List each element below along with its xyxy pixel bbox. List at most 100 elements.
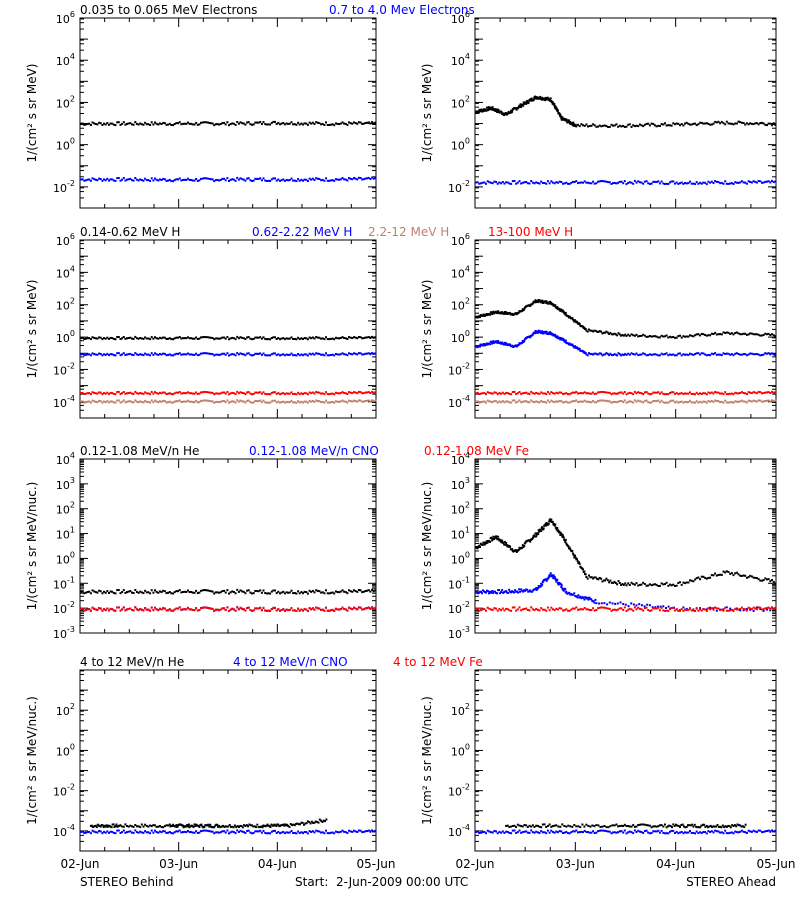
data-point	[529, 589, 532, 592]
data-point	[209, 352, 212, 355]
data-point	[597, 125, 600, 128]
data-point	[643, 353, 646, 356]
data-point	[588, 125, 591, 127]
data-point	[640, 181, 643, 184]
data-point	[198, 179, 201, 182]
data-point	[149, 592, 152, 595]
data-point	[643, 391, 646, 394]
data-point	[203, 336, 206, 338]
data-point	[730, 572, 733, 575]
data-point	[283, 393, 286, 396]
data-point	[142, 825, 145, 828]
data-point	[574, 319, 576, 322]
data-point	[81, 400, 84, 403]
data-point	[517, 311, 520, 314]
data-point	[589, 329, 592, 332]
data-point	[571, 550, 574, 552]
data-point	[84, 337, 87, 340]
data-point	[697, 576, 700, 579]
data-point	[234, 338, 237, 341]
data-point	[211, 178, 214, 181]
data-point	[163, 391, 166, 394]
data-point	[240, 825, 243, 828]
data-point	[525, 391, 528, 394]
data-point	[510, 182, 513, 185]
data-point	[331, 608, 334, 611]
data-point	[709, 400, 712, 403]
data-point	[198, 123, 201, 126]
data-point	[633, 353, 636, 356]
y-axis-label: 1/(cm² s sr MeV)	[25, 280, 39, 379]
data-point	[357, 336, 360, 338]
data-point	[645, 122, 648, 125]
data-point	[186, 336, 189, 339]
data-point	[548, 520, 551, 523]
data-point	[241, 353, 244, 356]
data-point	[494, 108, 497, 111]
data-point	[648, 609, 651, 612]
data-point	[267, 401, 270, 404]
data-point	[239, 177, 242, 180]
data-point	[486, 541, 489, 544]
data-point	[565, 542, 568, 545]
data-point	[315, 336, 318, 338]
data-point	[503, 609, 506, 612]
data-point	[521, 400, 524, 403]
data-point	[486, 343, 489, 346]
data-point	[535, 535, 538, 538]
data-point	[582, 608, 584, 611]
data-point	[700, 352, 703, 355]
data-point	[774, 606, 777, 609]
data-point	[739, 608, 742, 610]
data-point	[578, 181, 581, 184]
data-point	[647, 354, 650, 357]
data-point	[105, 824, 108, 827]
data-point	[729, 392, 732, 395]
data-point	[705, 577, 708, 580]
data-point	[371, 176, 374, 179]
data-point	[129, 122, 132, 125]
data-point	[610, 401, 613, 404]
data-point	[344, 400, 347, 403]
data-point	[583, 570, 586, 573]
data-point	[330, 392, 332, 395]
data-point	[740, 333, 743, 336]
data-point	[695, 577, 698, 580]
data-point	[485, 343, 487, 346]
data-point	[709, 392, 712, 395]
data-point	[224, 825, 227, 828]
data-point	[562, 311, 565, 313]
data-point	[279, 179, 281, 182]
data-point	[495, 400, 498, 403]
data-point	[672, 391, 675, 394]
data-point	[244, 354, 247, 357]
data-point	[180, 608, 183, 611]
data-point	[503, 311, 506, 313]
data-point	[534, 532, 537, 535]
data-point	[710, 391, 713, 394]
data-point	[293, 609, 296, 612]
data-point	[699, 353, 702, 356]
data-point	[658, 354, 661, 357]
data-point	[752, 123, 755, 126]
data-point	[201, 589, 204, 592]
data-point	[755, 577, 758, 579]
data-point	[582, 350, 584, 353]
data-point	[714, 606, 717, 609]
data-point	[757, 333, 760, 336]
data-point	[730, 401, 733, 403]
data-point	[127, 590, 130, 593]
data-point	[149, 354, 152, 357]
data-point	[757, 399, 760, 402]
data-point	[625, 334, 628, 337]
data-point	[326, 401, 329, 404]
data-point	[252, 337, 255, 340]
data-point	[603, 606, 606, 609]
data-point	[511, 548, 514, 551]
data-point	[642, 125, 645, 128]
data-point	[727, 182, 730, 185]
data-point	[122, 825, 125, 828]
